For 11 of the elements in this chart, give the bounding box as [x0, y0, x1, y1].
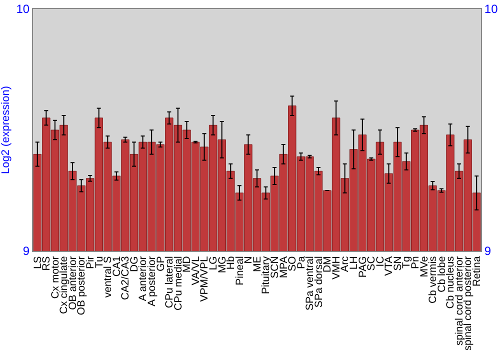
- y-axis-title: Log2 (expression): [0, 86, 12, 174]
- x-tick-label: SPa dorsal: [312, 256, 325, 308]
- x-tick-label: MVe: [418, 256, 430, 278]
- y2-tick-label: 10: [484, 2, 498, 16]
- x-tick-label: OB posterior: [76, 256, 88, 316]
- x-tick-label: IC: [374, 256, 386, 267]
- x-tick-label: DG: [128, 256, 140, 272]
- y2-tick-label: 9: [484, 244, 492, 258]
- x-tick-label: LG: [207, 256, 220, 270]
- x-tick-label: A posterior: [146, 256, 158, 306]
- x-tick-label: RS: [40, 256, 53, 271]
